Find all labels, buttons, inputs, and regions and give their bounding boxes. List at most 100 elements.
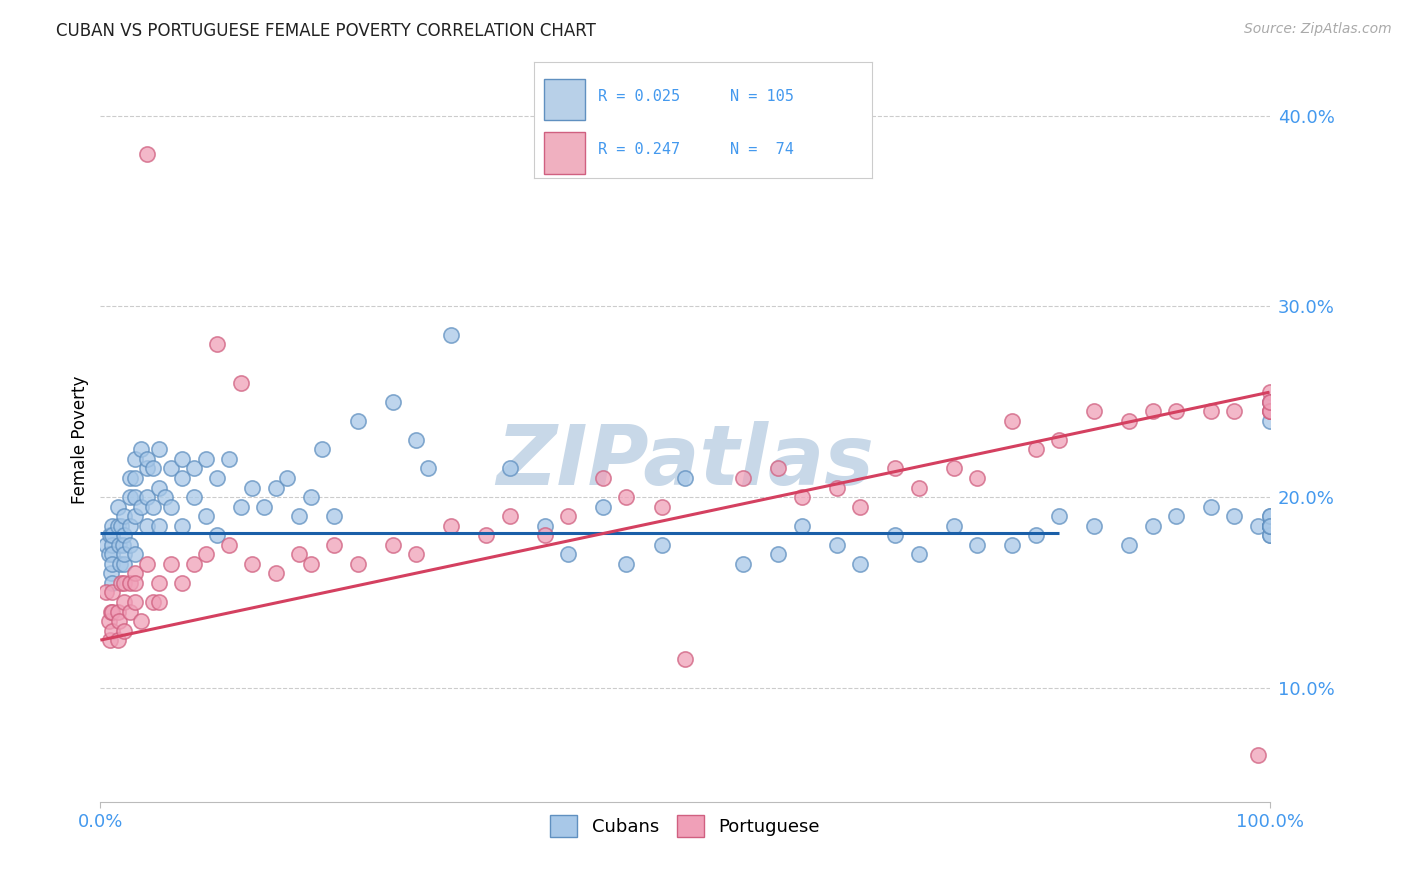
Point	[136, 518, 159, 533]
Point	[498, 509, 520, 524]
Point	[110, 575, 132, 590]
Point	[101, 605, 124, 619]
Point	[136, 557, 159, 571]
Point	[966, 538, 988, 552]
Point	[183, 557, 205, 571]
Point	[159, 557, 181, 571]
Point	[240, 557, 263, 571]
Point	[1258, 509, 1281, 524]
Point	[616, 557, 638, 571]
Point	[1025, 442, 1047, 457]
Point	[323, 538, 346, 552]
Point	[1258, 509, 1281, 524]
Point	[136, 451, 159, 466]
Point	[475, 528, 498, 542]
Point	[183, 461, 205, 475]
Text: Source: ZipAtlas.com: Source: ZipAtlas.com	[1244, 22, 1392, 37]
Point	[101, 547, 124, 561]
Point	[1247, 518, 1270, 533]
Point	[110, 518, 132, 533]
Point	[129, 614, 152, 628]
Point	[557, 509, 579, 524]
Point	[381, 394, 404, 409]
Point	[276, 471, 298, 485]
Text: CUBAN VS PORTUGUESE FEMALE POVERTY CORRELATION CHART: CUBAN VS PORTUGUESE FEMALE POVERTY CORRE…	[56, 22, 596, 40]
Point	[1164, 404, 1187, 418]
Point	[1083, 404, 1105, 418]
Point	[825, 481, 848, 495]
Point	[849, 557, 872, 571]
Point	[733, 471, 755, 485]
Point	[124, 595, 146, 609]
Point	[1258, 385, 1281, 400]
Point	[101, 624, 124, 638]
Point	[101, 575, 124, 590]
Point	[118, 471, 141, 485]
Point	[112, 575, 135, 590]
Point	[108, 538, 131, 552]
Point	[118, 490, 141, 504]
Point	[124, 490, 146, 504]
Point	[107, 518, 129, 533]
Point	[110, 557, 132, 571]
Point	[884, 528, 907, 542]
Point	[124, 509, 146, 524]
Point	[111, 538, 134, 552]
Point	[1047, 433, 1070, 447]
Point	[790, 518, 813, 533]
Point	[129, 442, 152, 457]
Point	[183, 490, 205, 504]
Point	[136, 146, 159, 161]
Point	[96, 538, 118, 552]
Point	[1164, 509, 1187, 524]
Point	[673, 471, 696, 485]
Point	[533, 528, 555, 542]
Point	[101, 585, 124, 599]
Point	[100, 605, 122, 619]
Point	[148, 442, 170, 457]
Point	[148, 518, 170, 533]
Point	[108, 614, 131, 628]
Point	[405, 433, 427, 447]
Point	[118, 518, 141, 533]
Point	[907, 481, 929, 495]
Point	[142, 500, 165, 514]
Point	[1025, 528, 1047, 542]
Point	[124, 451, 146, 466]
Point	[172, 471, 194, 485]
Point	[1258, 404, 1281, 418]
Point	[1118, 414, 1140, 428]
Point	[264, 481, 287, 495]
Point	[1001, 538, 1024, 552]
Point	[1258, 518, 1281, 533]
Point	[1142, 518, 1164, 533]
Point	[1223, 404, 1246, 418]
Point	[1223, 509, 1246, 524]
Point	[1258, 394, 1281, 409]
Point	[218, 451, 240, 466]
Point	[1047, 509, 1070, 524]
Point	[229, 376, 252, 390]
Point	[101, 557, 124, 571]
Point	[253, 500, 276, 514]
Point	[1258, 528, 1281, 542]
Text: N =  74: N = 74	[730, 142, 794, 157]
Legend: Cubans, Portuguese: Cubans, Portuguese	[543, 807, 827, 844]
Point	[107, 605, 129, 619]
Text: N = 105: N = 105	[730, 88, 794, 103]
Point	[440, 327, 463, 342]
Point	[207, 337, 229, 351]
Point	[966, 471, 988, 485]
Point	[533, 518, 555, 533]
Point	[98, 633, 121, 648]
Point	[768, 547, 790, 561]
Y-axis label: Female Poverty: Female Poverty	[72, 376, 89, 504]
Point	[107, 500, 129, 514]
Point	[592, 500, 614, 514]
Point	[96, 585, 118, 599]
Point	[288, 547, 311, 561]
Point	[1258, 414, 1281, 428]
FancyBboxPatch shape	[544, 132, 585, 174]
Text: R = 0.247: R = 0.247	[599, 142, 681, 157]
Point	[288, 509, 311, 524]
